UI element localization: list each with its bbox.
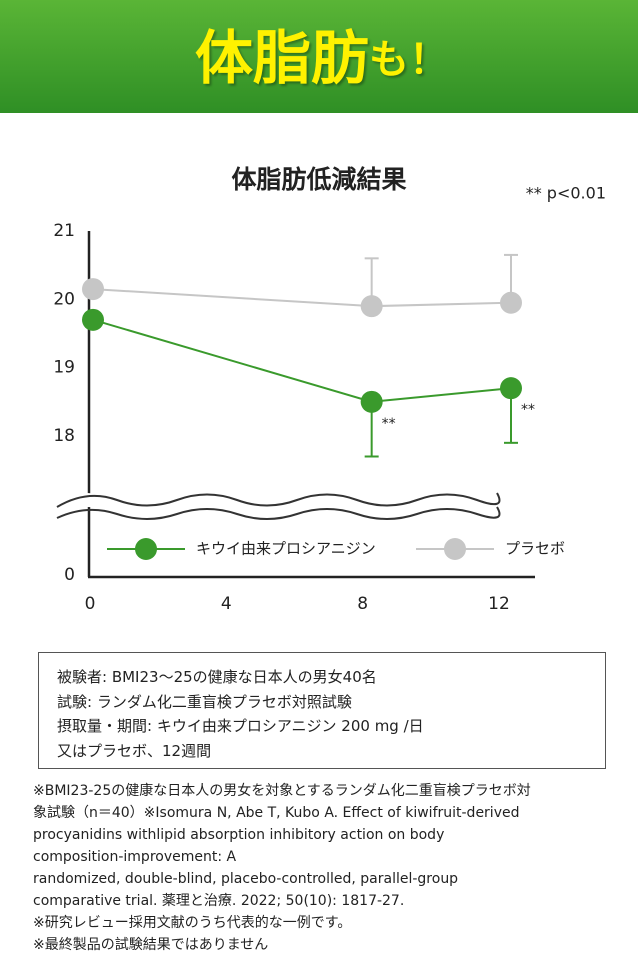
axis-break-fill [57, 493, 497, 521]
legend-marker [444, 538, 466, 560]
legend-label: キウイ由来プロシアニジン [196, 540, 376, 558]
axis-break-line [56, 506, 501, 520]
footnote-line: ※最終製品の試験結果ではありません [33, 937, 269, 953]
legend-marker [135, 538, 157, 560]
data-point [82, 278, 104, 301]
significance-mark: ** [521, 402, 535, 418]
x-tick-label: 0 [85, 594, 96, 614]
x-tick-label: 8 [357, 594, 368, 614]
x-tick-label: 12 [488, 594, 510, 614]
y-tick-label: 18 [53, 426, 75, 446]
condition-line: 摂取量・期間: キウイ由来プロシアニジン 200 mg /日 [57, 717, 424, 735]
data-point [82, 308, 104, 331]
data-point [500, 291, 522, 314]
chart: 体脂肪も！ 体脂肪低減結果 ** p<0.01 0 18 19 20 21 0 4 8 12 **… [0, 0, 638, 614]
data-point [360, 295, 383, 318]
header-title: 体脂肪も！ [195, 24, 449, 92]
header-title-main: 体脂肪 [195, 24, 369, 92]
series-line [92, 318, 512, 403]
data-point [500, 377, 522, 400]
y-tick-label: 21 [53, 221, 75, 241]
footnote-line: composition-improvement: A [33, 849, 237, 865]
y-tick-label: 20 [53, 289, 75, 309]
significance-note: ** p<0.01 [526, 184, 606, 203]
condition-line: 被験者: BMI23～25の健康な日本人の男女40名 [57, 668, 377, 686]
significance-mark: ** [382, 416, 396, 432]
footnote-line: comparative trial. 薬理と治療. 2022; 50(10): … [33, 893, 405, 909]
header-title-tail: も！ [369, 37, 449, 83]
data-point [360, 390, 383, 413]
footnote-line: ※研究レビュー採用文献のうち代表的な一例です。 [33, 915, 352, 931]
footnote-line: randomized, double-blind, placebo-contro… [33, 871, 459, 887]
series-line [92, 288, 512, 308]
x-tick-label: 4 [221, 594, 232, 614]
footnote-line: ※BMI23-25の健康な日本人の男女を対象とするランダム化二重盲検プラセボ対 [33, 783, 531, 799]
header-banner [0, 0, 638, 113]
footnote-line: 象試験（n＝40）※Isomura N, Abe T, Kubo A. Effe… [33, 805, 520, 821]
condition-line: 又はプラセボ、12週間 [57, 741, 212, 760]
chart-title: 体脂肪低減結果 [231, 165, 406, 194]
footnote-line: procyanidins withlipid absorption inhibi… [33, 827, 445, 843]
footnotes: ※BMI23-25の健康な日本人の男女を対象とするランダム化二重盲検プラセボ対象… [33, 780, 623, 956]
conditions-box: 被験者: BMI23～25の健康な日本人の男女40名 試験: ランダム化二重盲検プ… [38, 652, 606, 769]
legend-label: プラセボ [505, 540, 565, 558]
condition-line: 試験: ランダム化二重盲検プラセボ対照試験 [57, 692, 352, 711]
axis-break-line [56, 492, 501, 508]
y-tick-label: 19 [53, 358, 75, 378]
y-tick-label: 0 [64, 565, 75, 585]
